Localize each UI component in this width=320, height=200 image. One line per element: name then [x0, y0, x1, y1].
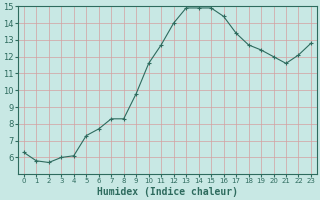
X-axis label: Humidex (Indice chaleur): Humidex (Indice chaleur) — [97, 187, 238, 197]
